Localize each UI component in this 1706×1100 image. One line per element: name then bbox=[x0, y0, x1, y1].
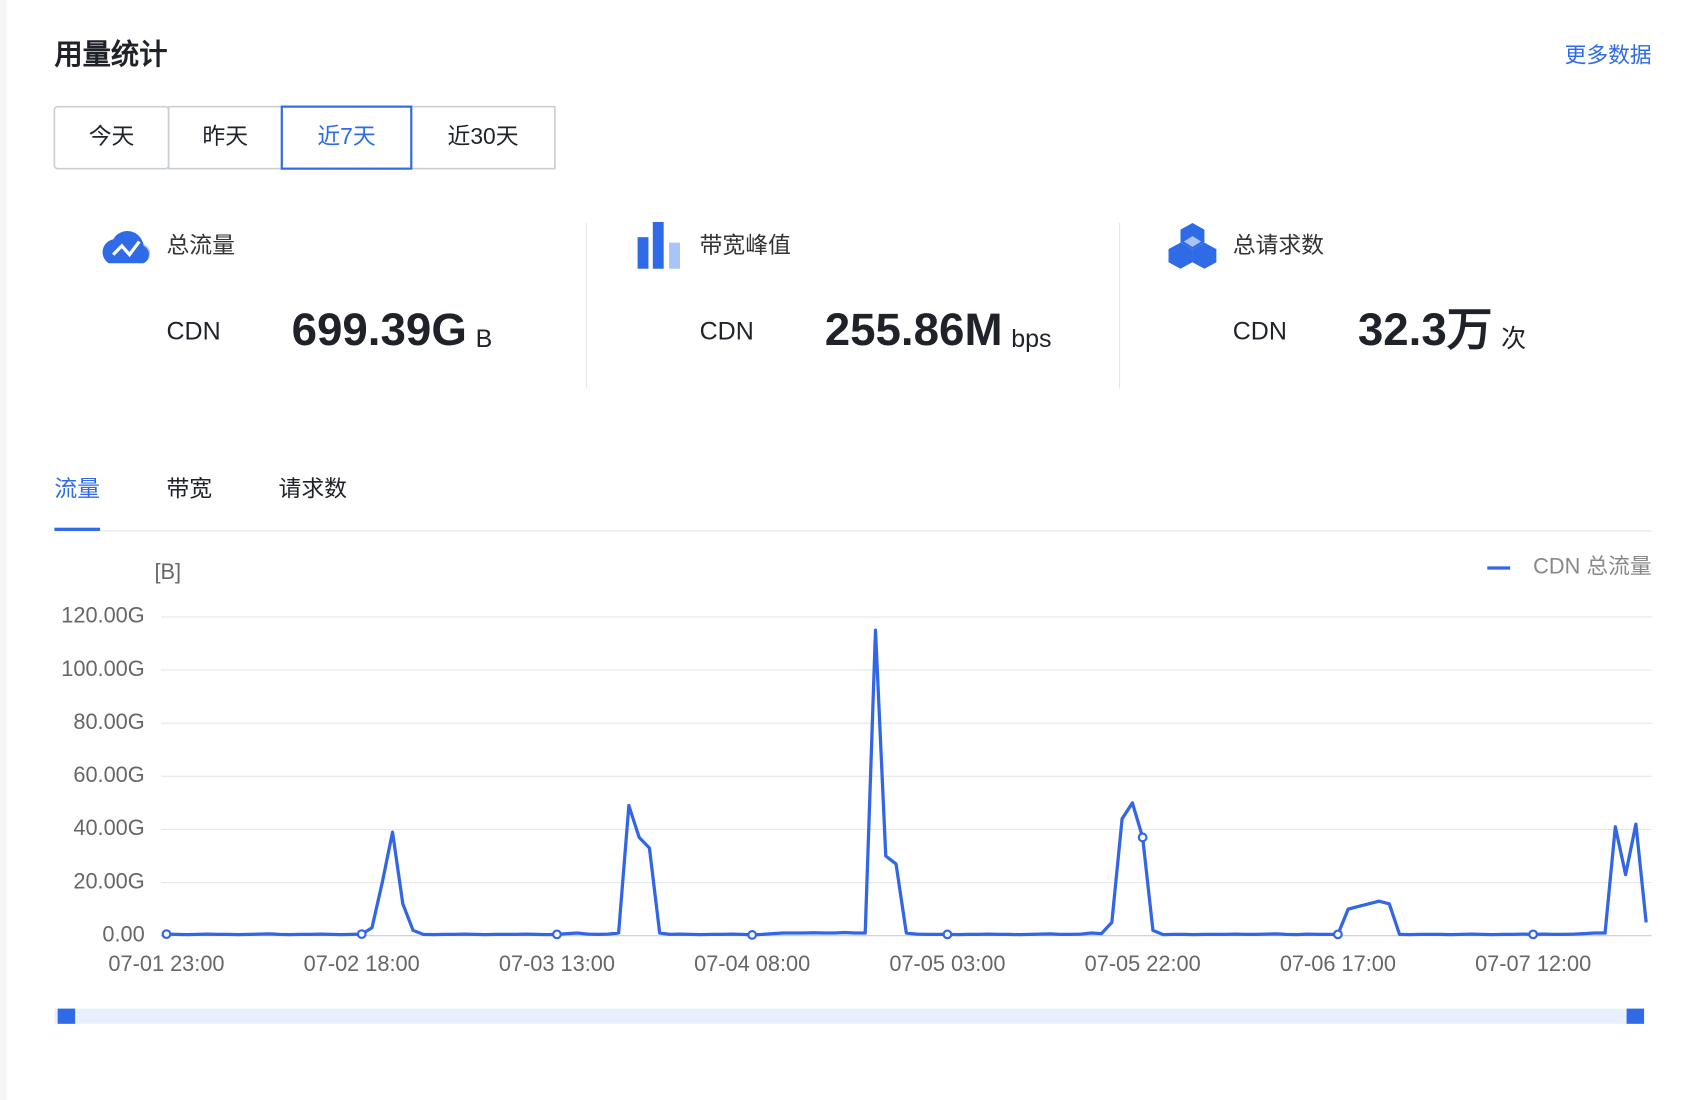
stat-value: 255.86M bbox=[825, 304, 1003, 355]
data-point bbox=[161, 929, 172, 940]
y-tick-label: 120.00G bbox=[61, 603, 144, 628]
x-tick-label: 07-07 12:00 bbox=[1475, 951, 1591, 976]
stat-value: 699.39G bbox=[292, 304, 467, 355]
stat-label: 总流量 bbox=[166, 232, 234, 258]
chart-tab[interactable]: 请求数 bbox=[279, 476, 348, 502]
requests-icon bbox=[1168, 223, 1217, 269]
stat-unit: bps bbox=[1011, 325, 1051, 353]
y-tick-label: 100.00G bbox=[61, 656, 144, 681]
x-tick-label: 07-05 03:00 bbox=[889, 951, 1005, 976]
period-tab[interactable] bbox=[410, 105, 556, 170]
y-tick-label: 60.00G bbox=[73, 762, 144, 787]
x-tick-label: 07-01 23:00 bbox=[108, 951, 224, 976]
active-tab-underline bbox=[54, 527, 101, 531]
panel-title: 用量统计 bbox=[54, 38, 167, 70]
zoom-handle[interactable] bbox=[1626, 1008, 1644, 1024]
stat-source: CDN bbox=[166, 318, 220, 346]
stat-value: 32.3万 bbox=[1358, 304, 1493, 355]
data-point bbox=[552, 929, 562, 940]
zoom-handle[interactable] bbox=[57, 1008, 76, 1024]
traffic-icon bbox=[102, 231, 151, 264]
stat-label: 总请求数 bbox=[1233, 232, 1324, 258]
stat-unit: 次 bbox=[1501, 325, 1526, 353]
data-point bbox=[1137, 832, 1148, 843]
legend-label: CDN 总流量 bbox=[1533, 554, 1651, 579]
y-tick-label: 40.00G bbox=[73, 815, 144, 840]
more-link[interactable]: 更多数据 bbox=[1565, 42, 1652, 67]
bandwidth-icon bbox=[637, 221, 681, 269]
x-tick-label: 07-04 08:00 bbox=[694, 951, 810, 976]
y-axis-label: [B] bbox=[154, 559, 181, 584]
data-point bbox=[1528, 929, 1539, 940]
y-tick-label: 80.00G bbox=[73, 709, 144, 734]
data-line bbox=[166, 628, 1648, 937]
x-tick-label: 07-02 18:00 bbox=[304, 951, 420, 976]
x-tick-label: 07-06 17:00 bbox=[1280, 951, 1396, 976]
data-point bbox=[356, 929, 367, 940]
chart-tab[interactable]: 带宽 bbox=[166, 476, 212, 502]
stat-label: 带宽峰值 bbox=[700, 232, 791, 258]
card bbox=[6, 0, 1706, 1100]
period-tab-label[interactable]: 今天 bbox=[89, 123, 135, 149]
period-tab-label[interactable]: 昨天 bbox=[202, 123, 248, 149]
zoom-track[interactable] bbox=[54, 1008, 1646, 1024]
period-tab-label[interactable]: 近30天 bbox=[448, 123, 519, 149]
active-period-tab bbox=[280, 105, 413, 170]
x-tick-label: 07-03 13:00 bbox=[499, 951, 615, 976]
data-point bbox=[942, 929, 953, 940]
y-tick-label: 0.00 bbox=[102, 921, 144, 946]
period-tab-label[interactable]: 近7天 bbox=[317, 123, 376, 149]
data-point bbox=[1332, 929, 1343, 940]
stat-source: CDN bbox=[700, 318, 754, 346]
stat-unit: B bbox=[476, 325, 493, 353]
data-point bbox=[747, 930, 758, 940]
stat-source: CDN bbox=[1233, 318, 1287, 346]
x-tick-label: 07-05 22:00 bbox=[1085, 951, 1201, 976]
chart-tab[interactable]: 流量 bbox=[54, 476, 100, 502]
y-tick-label: 20.00G bbox=[73, 868, 144, 893]
